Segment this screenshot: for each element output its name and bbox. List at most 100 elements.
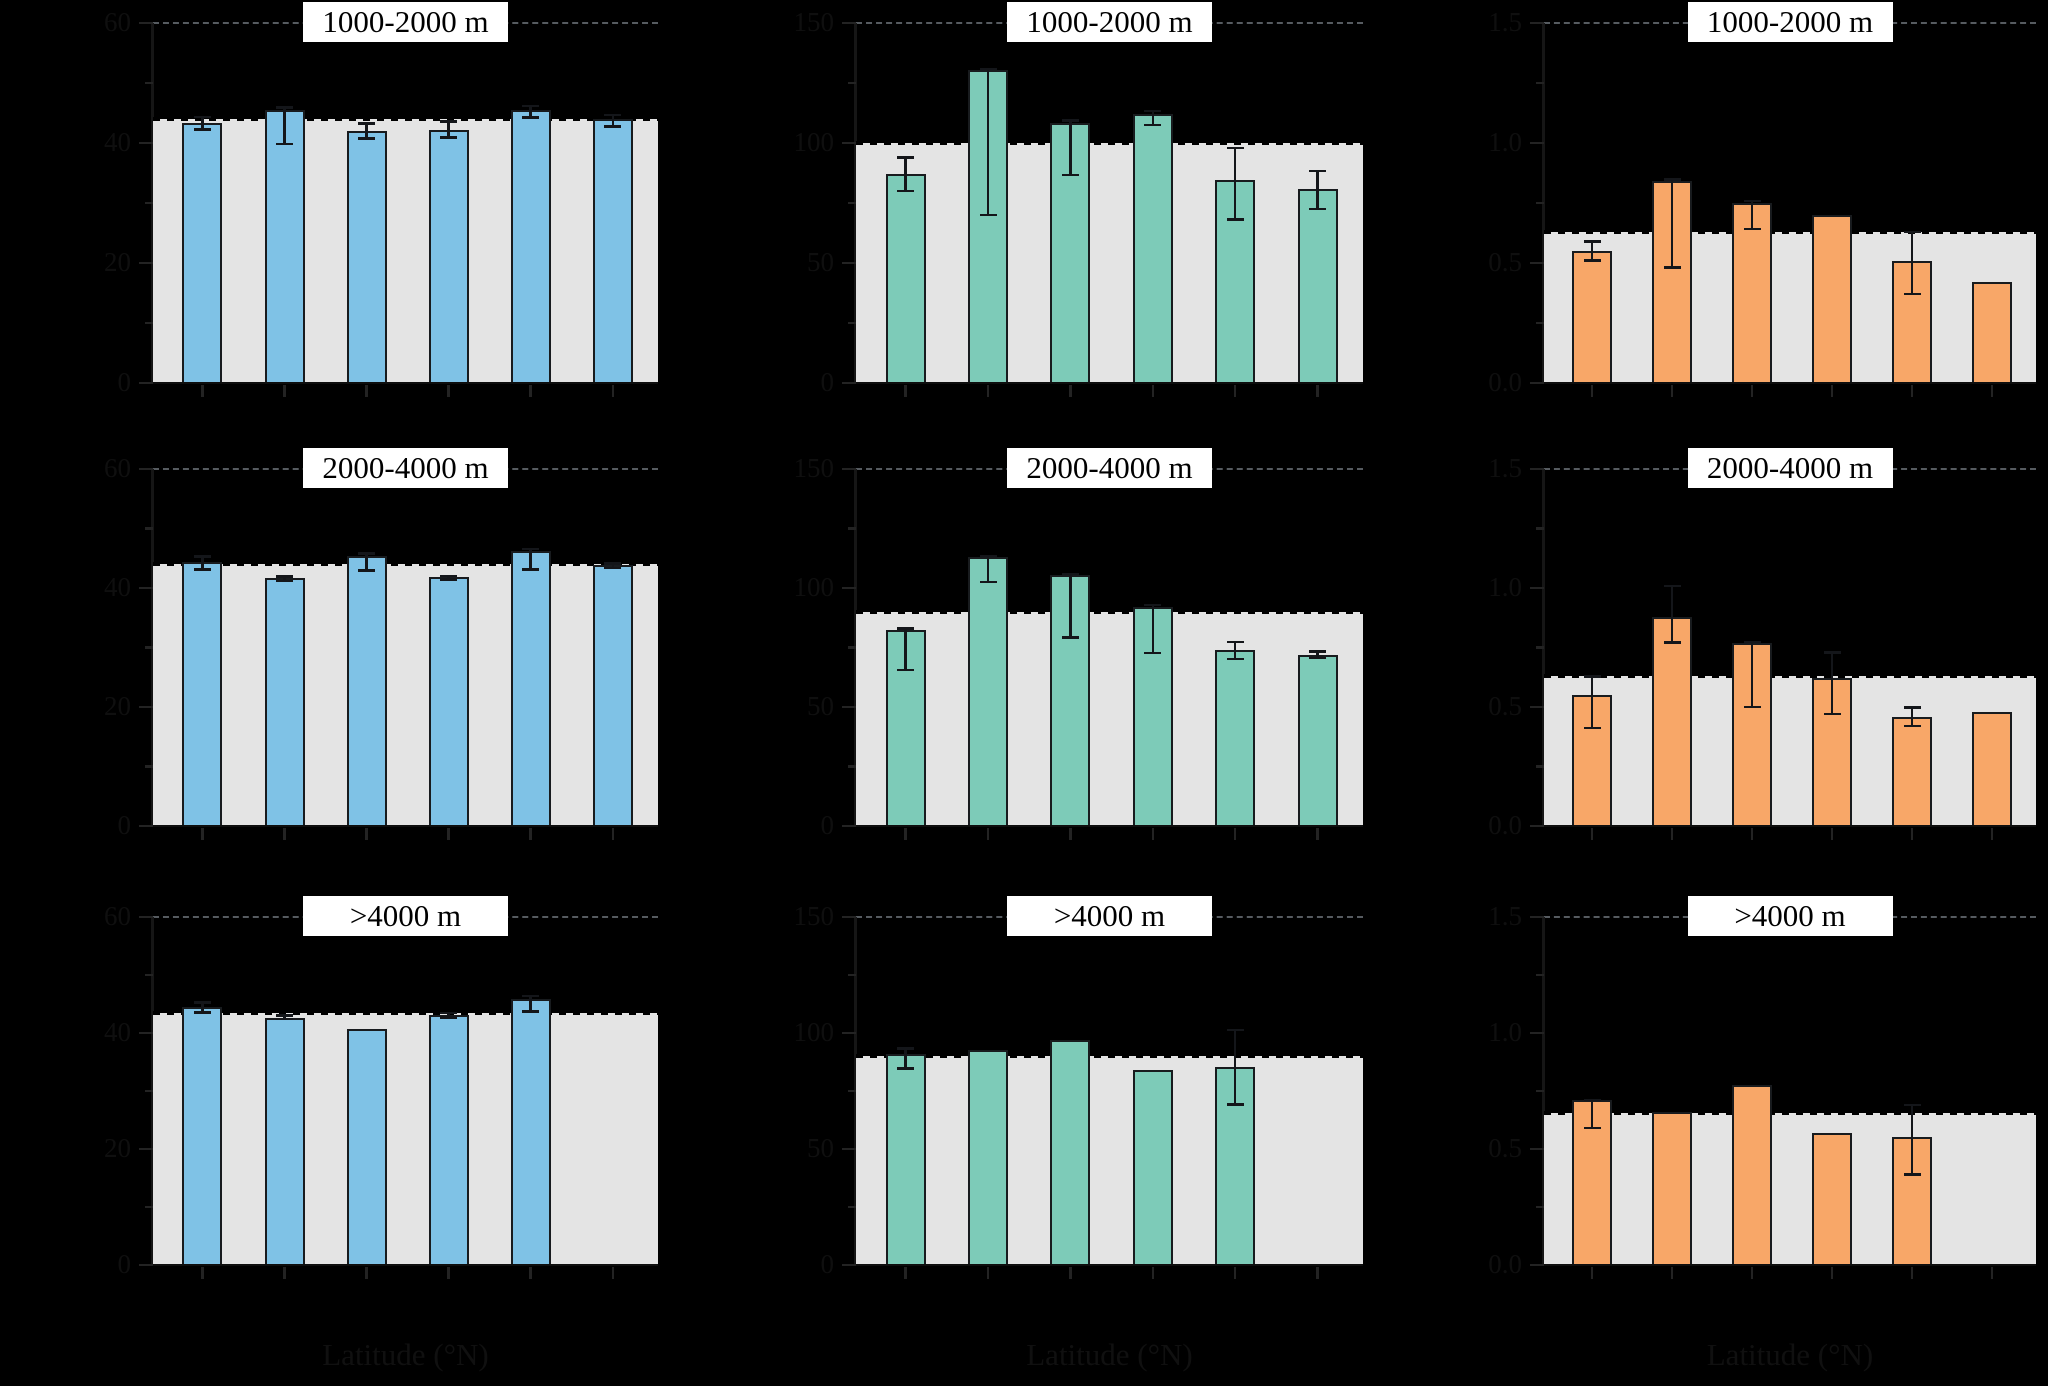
y-tick-major bbox=[139, 1263, 153, 1267]
y-tick-label: 40 bbox=[104, 127, 131, 157]
error-bar-cap-bottom bbox=[1309, 207, 1327, 210]
x-axis-spine bbox=[856, 381, 1363, 384]
bar bbox=[428, 577, 469, 826]
y-tick-major bbox=[1530, 21, 1544, 25]
bar bbox=[1971, 711, 2012, 826]
x-tick bbox=[611, 828, 615, 840]
y-tick-minor bbox=[1536, 81, 1544, 85]
error-bar-cap-bottom bbox=[1583, 259, 1601, 262]
x-tick bbox=[1750, 385, 1754, 397]
y-tick-label: 20 bbox=[104, 247, 131, 277]
y-tick-major bbox=[842, 21, 856, 25]
x-tick bbox=[1670, 1267, 1674, 1279]
error-bar bbox=[1590, 676, 1594, 729]
x-tick bbox=[201, 828, 204, 840]
y-tick-major bbox=[842, 1031, 856, 1035]
y-tick-minor bbox=[848, 1089, 856, 1093]
error-bar-cap-bottom bbox=[276, 579, 294, 583]
x-axis-spine bbox=[153, 381, 658, 384]
error-bar bbox=[529, 548, 532, 570]
reference-dash-line bbox=[1544, 674, 2036, 679]
error-bar bbox=[365, 553, 368, 571]
bar bbox=[264, 1017, 305, 1265]
gray-reference-region bbox=[856, 609, 1363, 826]
y-tick-label: 0.5 bbox=[1488, 691, 1522, 721]
error-bar-cap-bottom bbox=[193, 568, 211, 571]
error-bar bbox=[1670, 585, 1674, 643]
y-tick-minor bbox=[848, 81, 856, 85]
panel-r0c2: 0.0 0.5 1.0 1.5 bbox=[1488, 9, 2036, 397]
error-bar-cap-top bbox=[522, 104, 540, 108]
bar bbox=[428, 1015, 469, 1265]
error-bar bbox=[1233, 147, 1237, 220]
error-bar-cap-bottom bbox=[979, 580, 997, 584]
error-bar bbox=[1830, 652, 1834, 715]
x-tick bbox=[1316, 385, 1319, 397]
bar bbox=[1572, 251, 1613, 383]
bar bbox=[885, 174, 926, 383]
panel-title: 2000-4000 m bbox=[322, 450, 489, 485]
panel-title: >4000 m bbox=[1053, 898, 1166, 933]
x-tick bbox=[1830, 385, 1834, 397]
error-bar bbox=[447, 121, 450, 138]
bar bbox=[1297, 654, 1338, 826]
x-tick bbox=[365, 385, 368, 397]
bar bbox=[428, 129, 469, 383]
gray-reference-region bbox=[1544, 229, 2036, 383]
y-tick-major bbox=[139, 467, 153, 471]
y-tick-minor bbox=[145, 201, 153, 205]
x-tick bbox=[1830, 1267, 1834, 1279]
error-bar bbox=[447, 1012, 450, 1018]
error-bar bbox=[904, 628, 907, 671]
error-bar-cap-bottom bbox=[193, 128, 211, 131]
error-bar-cap-top bbox=[193, 1001, 211, 1004]
y-tick-label: 40 bbox=[104, 572, 131, 602]
error-bar bbox=[1316, 170, 1319, 209]
reference-dash-line bbox=[856, 141, 1363, 145]
x-axis-spine bbox=[1544, 381, 2036, 384]
error-bar-cap-bottom bbox=[1226, 1103, 1244, 1106]
y-tick-label: 1.0 bbox=[1488, 127, 1522, 157]
y-tick-label: 60 bbox=[104, 7, 131, 37]
bar bbox=[885, 629, 926, 826]
x-tick bbox=[529, 828, 532, 840]
error-bar-cap-bottom bbox=[1061, 636, 1079, 639]
y-tick-minor bbox=[145, 973, 153, 977]
error-bar-cap-top bbox=[1309, 650, 1327, 653]
error-bar-cap-top bbox=[979, 554, 997, 558]
error-bar-cap-top bbox=[1583, 240, 1601, 243]
error-bar-cap-top bbox=[1226, 1028, 1244, 1032]
x-tick bbox=[1590, 828, 1594, 840]
panel-title-box: 1000-2000 m bbox=[303, 2, 508, 42]
error-bar bbox=[1670, 179, 1674, 268]
panel-title-box: 1000-2000 m bbox=[1687, 2, 1893, 42]
bar bbox=[346, 556, 387, 826]
panel-title-box: 1000-2000 m bbox=[1007, 2, 1212, 42]
bar bbox=[346, 131, 387, 383]
x-tick bbox=[986, 385, 990, 397]
error-bar-cap-top bbox=[358, 122, 376, 125]
y-tick-label: 0 bbox=[117, 810, 132, 840]
y-tick-major bbox=[1530, 381, 1544, 385]
gray-reference-region bbox=[1544, 674, 2036, 826]
error-bar-cap-top bbox=[358, 552, 376, 555]
error-bar-cap-top bbox=[1309, 169, 1327, 173]
panel-title-box: >4000 m bbox=[1687, 896, 1893, 936]
x-axis-label: Latitude (°N) bbox=[1706, 1337, 1874, 1372]
y-tick-label: 1.0 bbox=[1488, 572, 1522, 602]
panel-title: 1000-2000 m bbox=[322, 4, 489, 39]
x-tick bbox=[1233, 385, 1237, 397]
y-tick-major bbox=[1530, 1147, 1544, 1151]
error-bar-cap-bottom bbox=[440, 578, 458, 581]
y-tick-label: 60 bbox=[104, 901, 131, 931]
y-tick-minor bbox=[1536, 1205, 1544, 1209]
x-tick bbox=[283, 1267, 286, 1279]
panel-title-box: 2000-4000 m bbox=[1007, 448, 1212, 488]
error-bar-cap-top bbox=[1663, 584, 1681, 588]
error-bar-cap-top bbox=[1583, 675, 1601, 678]
y-tick-label: 0.0 bbox=[1488, 810, 1522, 840]
error-bar-cap-top bbox=[1583, 1098, 1601, 1102]
y-tick-major bbox=[1530, 141, 1544, 145]
panel-r2c1: 0 50 100 150 bbox=[794, 903, 1363, 1279]
